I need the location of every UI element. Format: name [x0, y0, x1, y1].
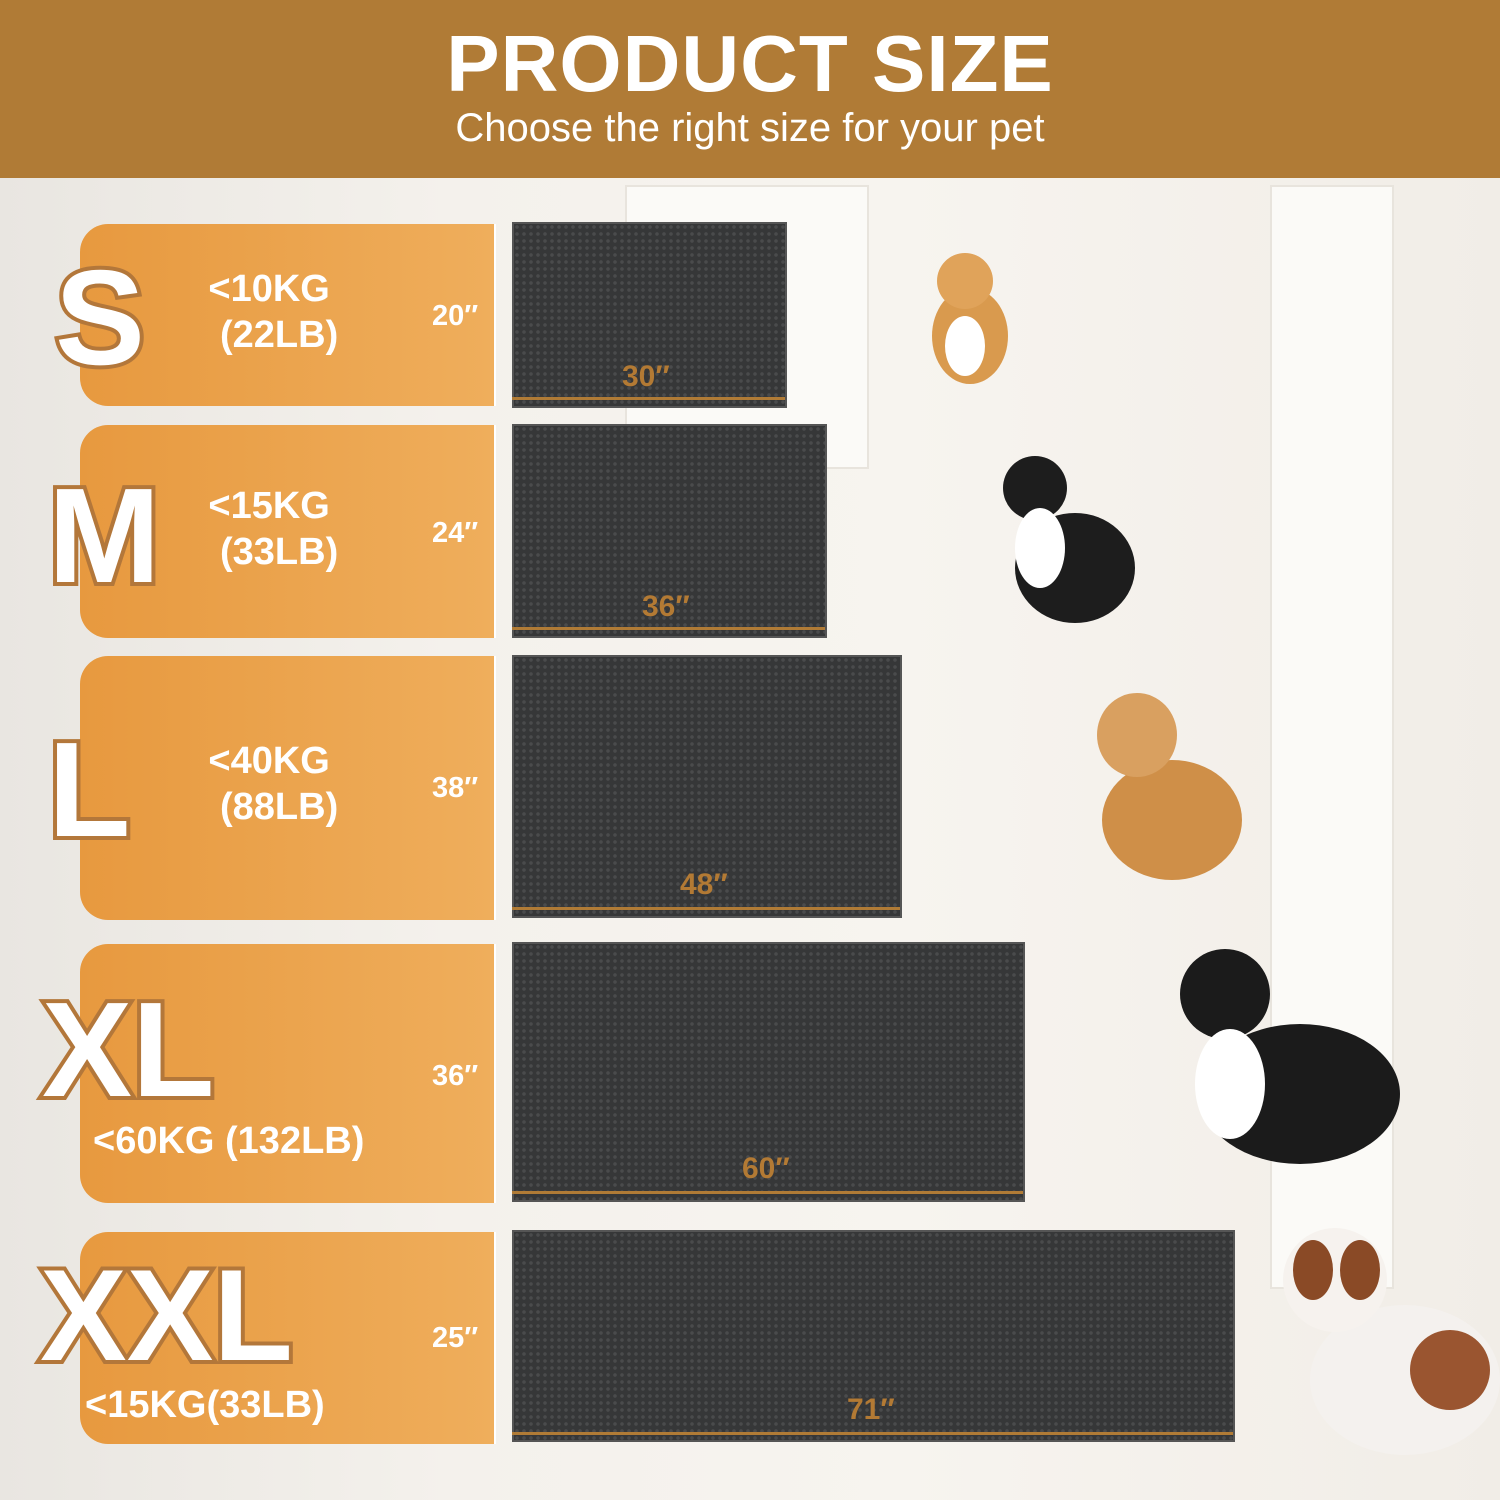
bernese-mountain-dog-image: [1180, 949, 1400, 1164]
saint-bernard-image: [1283, 1228, 1500, 1455]
mat-l: [512, 655, 902, 918]
golden-retriever-image: [1097, 693, 1242, 880]
mat-xxl: [512, 1230, 1235, 1442]
border-collie-image: [1003, 456, 1135, 623]
size-panel: [80, 425, 495, 638]
mat-m: [512, 424, 827, 638]
size-panel: [80, 656, 495, 920]
size-letter: S: [51, 242, 149, 393]
height-label: 38″: [432, 772, 479, 804]
height-arrow: [494, 425, 496, 638]
weight-label: <60KG (132LB): [93, 1120, 365, 1162]
size-letter: M: [44, 460, 165, 611]
width-arrow: [512, 397, 785, 400]
size-letter: L: [44, 714, 135, 865]
size-panel: [80, 1232, 495, 1444]
height-label: 36″: [432, 1060, 479, 1092]
header-banner: PRODUCT SIZE Choose the right size for y…: [0, 0, 1500, 178]
corgi-image: [932, 253, 1008, 384]
height-arrow: [494, 224, 496, 406]
height-arrow: [494, 944, 496, 1203]
width-arrow: [512, 1191, 1023, 1194]
width-arrow: [512, 1432, 1233, 1435]
width-arrow: [512, 907, 900, 910]
height-arrow: [494, 656, 496, 920]
weight-label: <15KG(33LB): [208, 485, 339, 573]
size-panel: [80, 944, 495, 1203]
page-subtitle: Choose the right size for your pet: [455, 106, 1045, 150]
weight-label: <15KG(33LB): [85, 1384, 325, 1426]
page-title: PRODUCT SIZE: [446, 19, 1054, 108]
width-arrow: [512, 627, 825, 630]
height-label: 25″: [432, 1322, 479, 1354]
size-panel: [80, 224, 495, 406]
weight-label: <40KG (88LB): [208, 740, 339, 828]
width-label: 48″: [680, 868, 728, 901]
size-letter: XL: [38, 974, 218, 1125]
width-label: 60″: [742, 1152, 790, 1185]
width-label: 71″: [847, 1393, 895, 1426]
width-label: 36″: [642, 590, 690, 623]
height-label: 20″: [432, 300, 479, 332]
mat-xl: [512, 942, 1025, 1202]
weight-label: <10KG (22LB): [208, 268, 339, 356]
height-label: 24″: [432, 517, 479, 549]
size-letter: XXL: [36, 1242, 297, 1388]
width-label: 30″: [622, 360, 670, 393]
mat-s: [512, 222, 787, 408]
height-arrow: [494, 1232, 496, 1444]
